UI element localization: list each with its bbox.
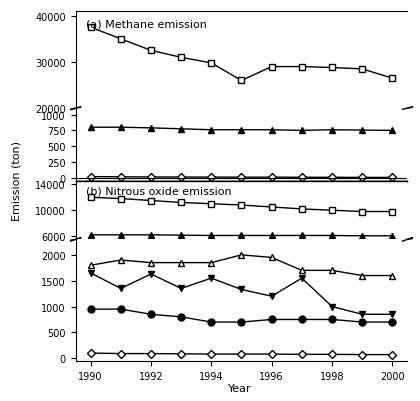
Text: (b) Nitrous oxide emission: (b) Nitrous oxide emission <box>86 186 231 196</box>
Text: Year: Year <box>228 383 251 393</box>
Text: Emission (ton): Emission (ton) <box>12 140 22 221</box>
Text: (a) Methane emission: (a) Methane emission <box>86 20 206 30</box>
